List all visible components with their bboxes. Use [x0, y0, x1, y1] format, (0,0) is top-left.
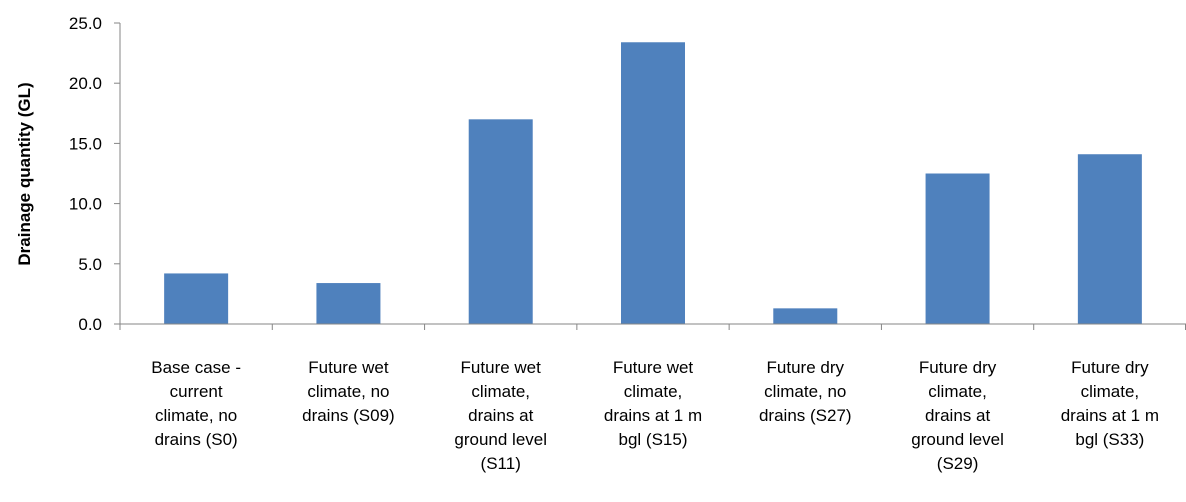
axes	[114, 22, 1186, 330]
x-category-label: Future wet climate, drains at ground level (…	[454, 358, 547, 473]
y-tick-label: 0.0	[78, 315, 102, 334]
x-category-label-line: drains at 1 m	[604, 406, 702, 425]
x-category-label-line: climate,	[1081, 382, 1140, 401]
x-category-label-line: ground level	[454, 430, 547, 449]
bar	[164, 273, 229, 324]
x-category-label: Future dry climate, no drains (S27)	[759, 358, 852, 425]
y-tick-label: 10.0	[69, 195, 102, 214]
x-category-label-line: drains at 1 m	[1061, 406, 1159, 425]
x-category-label-line: climate,	[928, 382, 987, 401]
x-category-label-line: current	[170, 382, 223, 401]
x-category-label-line: climate, no	[307, 382, 389, 401]
x-category-label-line: Future dry	[919, 358, 997, 377]
x-category-label-line: (S29)	[937, 454, 979, 473]
bar	[316, 283, 381, 324]
x-category-label-line: Base case -	[151, 358, 241, 377]
y-tick-label: 15.0	[69, 134, 102, 153]
x-category-label: Future wet climate, drains at 1 m bgl (S15)	[604, 358, 702, 449]
bar	[621, 42, 685, 324]
x-category-label-line: climate, no	[155, 406, 237, 425]
x-category-label-line: climate, no	[764, 382, 846, 401]
x-category-label-line: Future dry	[767, 358, 845, 377]
x-category-label-line: drains at	[925, 406, 990, 425]
x-category-label: Future dry climate, drains at ground level (…	[911, 358, 1004, 473]
x-category-label-line: bgl (S15)	[619, 430, 688, 449]
bar	[468, 119, 533, 324]
bar	[925, 173, 990, 324]
x-category-label-line: Future wet	[613, 358, 694, 377]
x-category-label: Base case - current climate, no drains (S0)	[151, 358, 241, 449]
x-category-label-line: Future wet	[461, 358, 542, 377]
x-category-label-line: (S11)	[481, 454, 521, 473]
x-category-label: Future dry climate, drains at 1 m bgl (S33)	[1061, 358, 1159, 449]
x-category-label-line: drains at	[468, 406, 533, 425]
y-axis-title-group: Drainage quantity (GL)	[15, 82, 34, 265]
x-category-label-line: bgl (S33)	[1075, 430, 1144, 449]
bar	[773, 308, 838, 324]
y-tick-label: 25.0	[69, 14, 102, 33]
x-category-label-line: ground level	[911, 430, 1004, 449]
bars	[164, 42, 1142, 324]
y-tick-label: 20.0	[69, 74, 102, 93]
x-category-label: Future wet climate, no drains (S09)	[302, 358, 395, 425]
y-axis-title: Drainage quantity (GL)	[15, 82, 34, 265]
x-category-label-line: climate,	[471, 382, 530, 401]
bar	[1077, 154, 1142, 324]
y-tick-label: 5.0	[78, 255, 102, 274]
x-category-label-line: Future dry	[1071, 358, 1149, 377]
y-tick-labels: 0.0 5.0 10.0 15.0 20.0 25.0	[69, 14, 102, 334]
x-category-label-line: Future wet	[308, 358, 389, 377]
category-labels: Base case - current climate, no drains (S0)…	[151, 358, 1159, 473]
x-category-label-line: drains (S09)	[302, 406, 395, 425]
x-category-label-line: climate,	[624, 382, 683, 401]
x-category-label-line: drains (S27)	[759, 406, 852, 425]
x-category-label-line: drains (S0)	[155, 430, 238, 449]
